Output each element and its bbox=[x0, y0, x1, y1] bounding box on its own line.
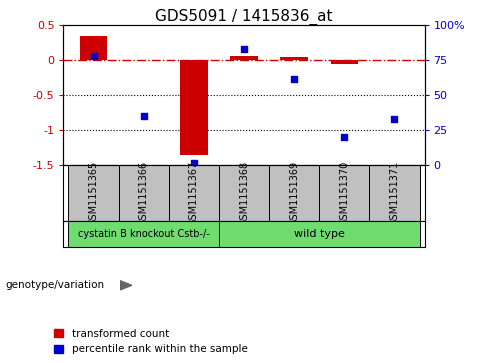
Text: cystatin B knockout Cstb-/-: cystatin B knockout Cstb-/- bbox=[78, 229, 209, 239]
Title: GDS5091 / 1415836_at: GDS5091 / 1415836_at bbox=[155, 9, 333, 25]
Point bbox=[90, 53, 98, 59]
Point bbox=[140, 114, 147, 119]
Bar bbox=[369, 166, 420, 221]
Bar bbox=[80, 36, 107, 60]
Text: GSM1151366: GSM1151366 bbox=[139, 161, 149, 226]
Bar bbox=[219, 221, 420, 247]
Bar bbox=[319, 166, 369, 221]
Bar bbox=[219, 166, 269, 221]
Text: wild type: wild type bbox=[294, 229, 345, 239]
Text: GSM1151365: GSM1151365 bbox=[88, 161, 99, 226]
Point bbox=[341, 135, 348, 140]
Bar bbox=[68, 166, 119, 221]
Bar bbox=[269, 166, 319, 221]
Bar bbox=[119, 166, 169, 221]
Bar bbox=[180, 60, 207, 155]
Bar bbox=[68, 221, 219, 247]
Text: GSM1151368: GSM1151368 bbox=[239, 161, 249, 226]
Text: GSM1151370: GSM1151370 bbox=[339, 161, 349, 226]
Point bbox=[290, 76, 298, 82]
Bar bbox=[169, 166, 219, 221]
Polygon shape bbox=[120, 281, 132, 290]
Bar bbox=[281, 57, 308, 60]
Point bbox=[190, 160, 198, 166]
Bar bbox=[230, 56, 258, 60]
Text: GSM1151369: GSM1151369 bbox=[289, 161, 299, 226]
Text: GSM1151371: GSM1151371 bbox=[389, 161, 400, 226]
Text: genotype/variation: genotype/variation bbox=[5, 280, 104, 290]
Point bbox=[240, 46, 248, 52]
Point bbox=[390, 116, 398, 122]
Text: GSM1151367: GSM1151367 bbox=[189, 161, 199, 226]
Bar bbox=[330, 60, 358, 64]
Legend: transformed count, percentile rank within the sample: transformed count, percentile rank withi… bbox=[54, 329, 247, 354]
